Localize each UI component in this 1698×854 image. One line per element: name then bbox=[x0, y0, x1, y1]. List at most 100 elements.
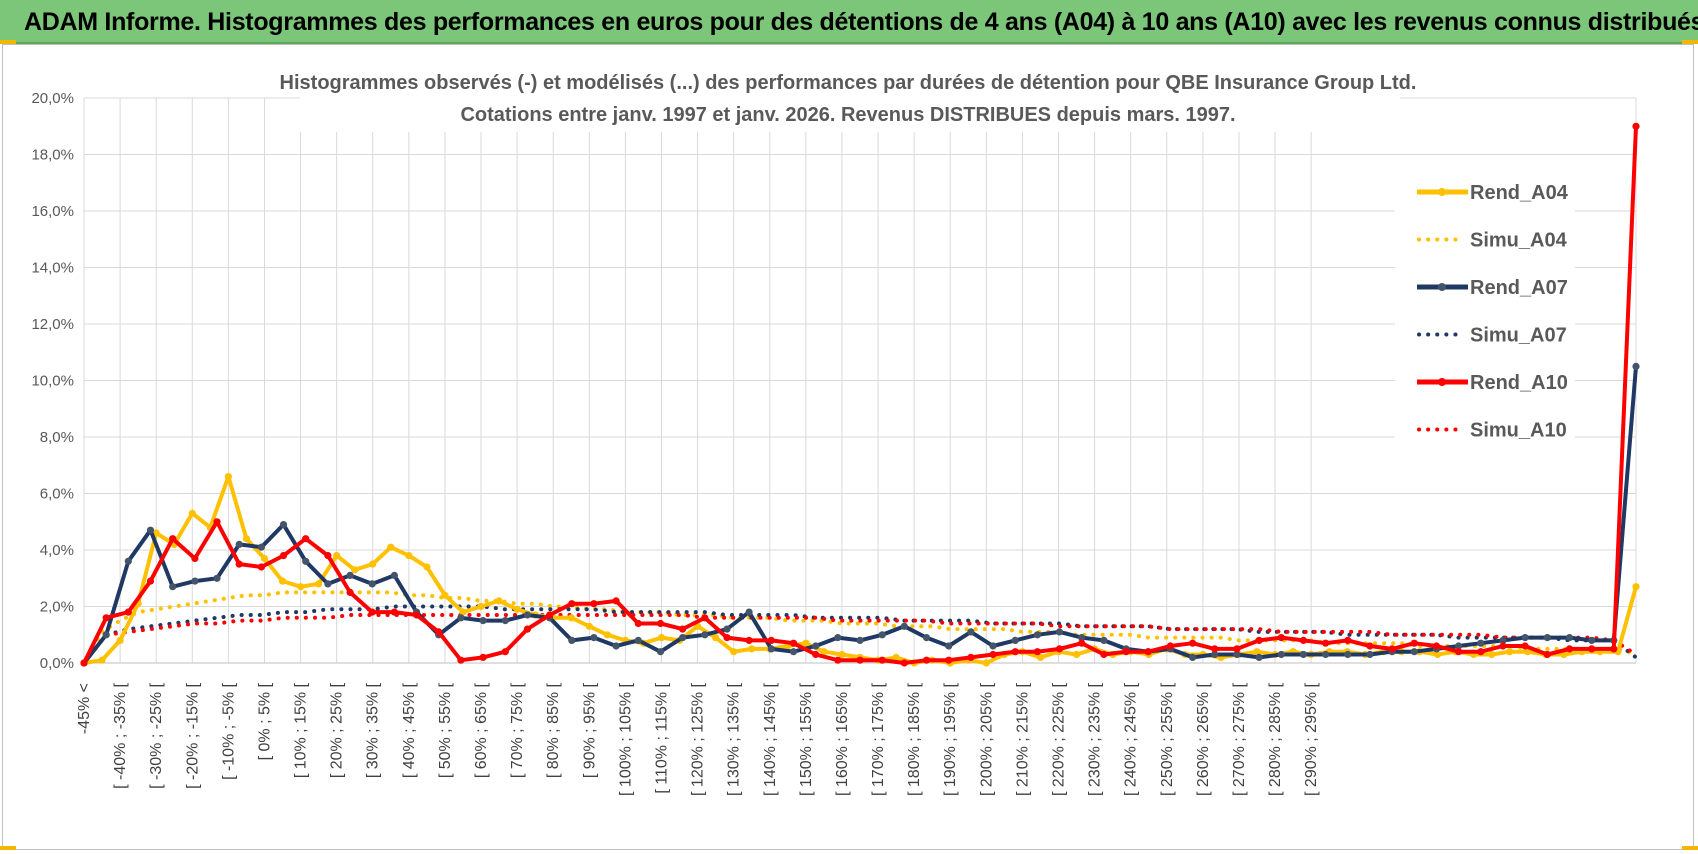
data-point-Rend_A10 bbox=[612, 597, 620, 605]
data-point-Rend_A04 bbox=[585, 622, 593, 630]
data-point-Rend_A10 bbox=[302, 535, 310, 543]
legend-marker bbox=[1438, 378, 1446, 386]
legend-item-Rend_A07: Rend_A07 bbox=[1417, 277, 1568, 299]
x-tick-label: -45% < bbox=[76, 683, 93, 734]
data-point-Rend_A07 bbox=[213, 574, 221, 582]
data-point-Rend_A07 bbox=[302, 557, 310, 565]
data-point-Rend_A10 bbox=[479, 653, 487, 662]
data-point-Rend_A07 bbox=[191, 577, 199, 585]
data-point-Rend_A04 bbox=[477, 602, 485, 611]
y-tick-label: 20,0% bbox=[31, 90, 74, 107]
data-point-Rend_A10 bbox=[967, 653, 975, 662]
y-tick-label: 10,0% bbox=[31, 373, 74, 390]
data-point-Rend_A10 bbox=[1410, 639, 1418, 647]
data-point-Rend_A10 bbox=[279, 552, 288, 560]
x-tick-label: [ 220% ; 225% [ bbox=[1051, 682, 1068, 796]
data-point-Rend_A04 bbox=[730, 648, 738, 656]
data-point-Rend_A07 bbox=[723, 625, 731, 633]
legend-item-Rend_A10: Rend_A10 bbox=[1417, 372, 1568, 394]
series-line-Simu_A04 bbox=[82, 590, 1638, 665]
series-line-Simu_A10 bbox=[82, 613, 1638, 665]
data-point-Rend_A10 bbox=[80, 659, 88, 667]
data-point-Rend_A10 bbox=[922, 656, 931, 664]
data-point-Rend_A10 bbox=[368, 608, 376, 616]
data-point-Rend_A07 bbox=[634, 636, 642, 645]
data-point-Rend_A07 bbox=[612, 642, 620, 650]
data-point-Rend_A04 bbox=[820, 648, 828, 656]
legend-label: Rend_A07 bbox=[1470, 277, 1568, 299]
data-point-Rend_A10 bbox=[568, 600, 576, 608]
x-tick-label: [ -40% ; -35% [ bbox=[112, 682, 129, 788]
data-point-Rend_A10 bbox=[1277, 634, 1285, 642]
data-point-Rend_A07 bbox=[1078, 634, 1086, 642]
x-tick-label: [ 40% ; 45% [ bbox=[401, 682, 418, 778]
data-point-Rend_A04 bbox=[278, 577, 287, 585]
data-point-Rend_A07 bbox=[1189, 653, 1197, 662]
data-point-Rend_A04 bbox=[567, 614, 575, 622]
data-point-Rend_A07 bbox=[789, 648, 798, 656]
data-point-Rend_A07 bbox=[922, 634, 931, 642]
data-point-Rend_A07 bbox=[1588, 636, 1596, 645]
data-point-Rend_A04 bbox=[712, 634, 720, 642]
data-point-Rend_A07 bbox=[945, 642, 953, 650]
data-point-Rend_A10 bbox=[1344, 636, 1352, 645]
data-point-Rend_A10 bbox=[1078, 639, 1086, 647]
data-point-Rend_A10 bbox=[590, 600, 598, 608]
x-tick-label: [ 10% ; 15% [ bbox=[293, 682, 310, 778]
data-point-Rend_A04 bbox=[423, 563, 431, 571]
data-point-Rend_A07 bbox=[479, 617, 487, 625]
data-point-Rend_A07 bbox=[1277, 650, 1285, 659]
y-axis: 0,0% 2,0% 4,0% 6,0% 8,0% 10,0% 12,0% 14,0% 16,0%… bbox=[31, 90, 74, 672]
data-point-Rend_A07 bbox=[1477, 639, 1485, 647]
data-point-Rend_A07 bbox=[1299, 650, 1307, 659]
title-background bbox=[300, 64, 1400, 132]
data-point-Rend_A10 bbox=[989, 650, 997, 659]
x-tick-label: [ 260% ; 265% [ bbox=[1195, 682, 1212, 796]
data-point-Rend_A07 bbox=[1565, 634, 1574, 642]
data-point-Rend_A10 bbox=[1455, 648, 1463, 656]
data-point-Rend_A10 bbox=[457, 656, 465, 664]
data-point-Rend_A10 bbox=[1366, 642, 1374, 650]
data-point-Rend_A10 bbox=[856, 656, 864, 664]
data-point-Rend_A07 bbox=[279, 521, 288, 529]
title-banner: ADAM Informe. Histogrammes des performan… bbox=[0, 0, 1698, 44]
data-point-Rend_A04 bbox=[892, 653, 900, 662]
series-Simu_A10 bbox=[82, 613, 1638, 665]
x-tick-label: [ 120% ; 125% [ bbox=[690, 682, 707, 796]
y-tick-label: 16,0% bbox=[31, 203, 74, 220]
data-point-Rend_A10 bbox=[701, 614, 709, 622]
data-point-Rend_A10 bbox=[745, 636, 753, 645]
legend-label: Simu_A04 bbox=[1470, 230, 1568, 252]
data-point-Rend_A04 bbox=[441, 591, 449, 599]
data-point-Rend_A07 bbox=[1255, 653, 1263, 662]
data-point-Rend_A04 bbox=[188, 509, 196, 517]
data-point-Rend_A07 bbox=[967, 628, 975, 636]
series-Simu_A07 bbox=[82, 604, 1638, 665]
data-point-Rend_A10 bbox=[501, 648, 509, 656]
data-point-Rend_A07 bbox=[457, 614, 465, 622]
data-point-Rend_A04 bbox=[1506, 648, 1514, 656]
data-point-Rend_A07 bbox=[1632, 362, 1640, 370]
data-point-Rend_A07 bbox=[1543, 634, 1551, 642]
data-point-Rend_A10 bbox=[390, 608, 398, 616]
x-tick-label: [ 70% ; 75% [ bbox=[509, 682, 526, 778]
data-point-Rend_A04 bbox=[242, 535, 250, 543]
data-point-Rend_A10 bbox=[1189, 639, 1197, 647]
data-point-Rend_A04 bbox=[405, 552, 413, 560]
y-tick-label: 12,0% bbox=[31, 316, 74, 333]
data-point-Rend_A04 bbox=[802, 639, 810, 647]
corner-mark-top-left bbox=[0, 40, 16, 44]
data-point-Rend_A07 bbox=[1011, 636, 1019, 645]
series-Rend_A10 bbox=[80, 122, 1640, 667]
data-point-Rend_A10 bbox=[1011, 648, 1019, 656]
x-tick-label: [ 30% ; 35% [ bbox=[365, 682, 382, 778]
data-point-Rend_A10 bbox=[1322, 639, 1330, 647]
data-point-Rend_A10 bbox=[679, 625, 687, 633]
x-tick-label: [ -20% ; -15% [ bbox=[184, 682, 201, 788]
x-tick-label: [ 200% ; 205% [ bbox=[978, 682, 995, 796]
chart-title-line2: Cotations entre janv. 1997 et janv. 2026… bbox=[460, 104, 1235, 126]
corner-mark-top-right bbox=[1682, 40, 1698, 44]
data-point-Rend_A04 bbox=[838, 650, 846, 659]
data-point-Rend_A10 bbox=[324, 552, 332, 560]
